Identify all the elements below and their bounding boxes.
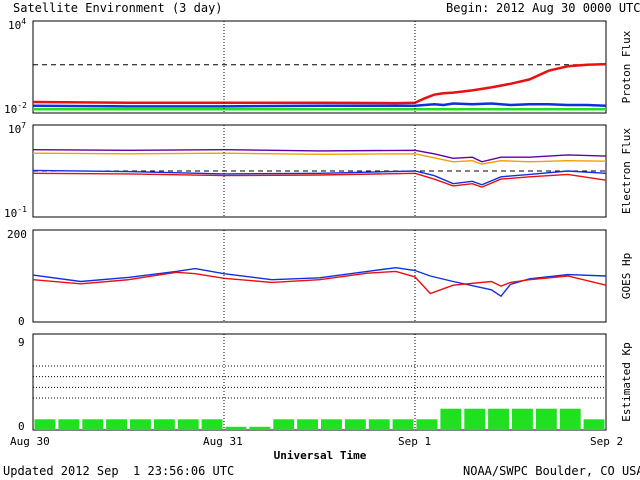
series-line-2-red — [32, 270, 607, 295]
xtick-sep2: Sep 2 — [590, 435, 623, 448]
xtick-aug31: Aug 31 — [203, 435, 243, 448]
kp-bar — [273, 419, 295, 430]
kp-ytick-bottom: 0 — [18, 420, 25, 433]
electron-ytick-top: 107 — [8, 121, 26, 136]
day-separator-lines — [223, 21, 416, 430]
kp-bar — [464, 408, 486, 430]
proton-ytick-top: 104 — [8, 17, 26, 32]
kp-bar — [321, 419, 342, 430]
kp-panel: 9 0 Estimated Kp — [18, 333, 633, 433]
proton-ylabel: Proton Flux — [620, 30, 633, 103]
hp-panel-frame — [32, 229, 607, 323]
kp-bar — [583, 419, 605, 430]
kp-bar — [201, 419, 223, 430]
kp-bar — [177, 419, 199, 430]
series-line-0-blue — [32, 102, 607, 108]
hp-ytick-bottom: 0 — [18, 315, 25, 328]
kp-bar — [225, 426, 247, 430]
goes-hp-panel: 200 0 GOES Hp — [7, 228, 633, 328]
electron-flux-panel: 107 10-1 Electron Flux — [4, 121, 633, 220]
kp-bar — [535, 408, 557, 430]
kp-bar — [440, 408, 462, 430]
begin-value: 2012 Aug 30 0000 UTC — [496, 1, 640, 15]
hp-ytick-top: 200 — [7, 228, 27, 241]
kp-bar — [153, 419, 175, 430]
series-line-1-orange — [32, 152, 607, 165]
kp-bar — [344, 419, 366, 430]
kp-bar — [106, 419, 127, 430]
updated-timestamp: Updated 2012 Sep 1 23:56:06 UTC — [3, 464, 235, 478]
kp-bar — [34, 419, 56, 430]
hp-ylabel: GOES Hp — [620, 253, 633, 299]
kp-ytick-top: 9 — [18, 336, 25, 349]
kp-bar — [559, 408, 581, 430]
begin-label: Begin: — [446, 1, 490, 15]
series-line-1-red — [32, 172, 607, 188]
kp-bar — [416, 419, 438, 430]
xtick-aug30: Aug 30 — [10, 435, 50, 448]
kp-bar — [249, 426, 271, 430]
proton-ytick-bottom: 10-2 — [4, 101, 27, 116]
kp-bar — [130, 419, 151, 430]
proton-panel-frame — [32, 20, 607, 114]
kp-bar — [58, 419, 80, 430]
series-line-2-blue — [32, 266, 607, 298]
kp-bar — [392, 419, 414, 430]
proton-flux-panel: 104 10-2 Proton Flux — [4, 17, 633, 116]
kp-panel-frame — [32, 333, 607, 431]
kp-bar — [368, 419, 390, 430]
x-axis-label: Universal Time — [274, 449, 367, 462]
series-line-1-purple — [32, 148, 607, 163]
xtick-sep1: Sep 1 — [398, 435, 431, 448]
kp-bar — [297, 419, 318, 430]
kp-bar — [488, 408, 509, 430]
series-line-0-red — [32, 62, 607, 105]
electron-ylabel: Electron Flux — [620, 128, 633, 214]
credit-text: NOAA/SWPC Boulder, CO USA — [463, 464, 640, 478]
kp-bar — [82, 419, 104, 430]
kp-ylabel: Estimated Kp — [620, 342, 633, 421]
kp-bar — [512, 408, 533, 430]
electron-ytick-bottom: 10-1 — [4, 205, 27, 220]
chart-title: Satellite Environment (3 day) — [13, 1, 223, 15]
